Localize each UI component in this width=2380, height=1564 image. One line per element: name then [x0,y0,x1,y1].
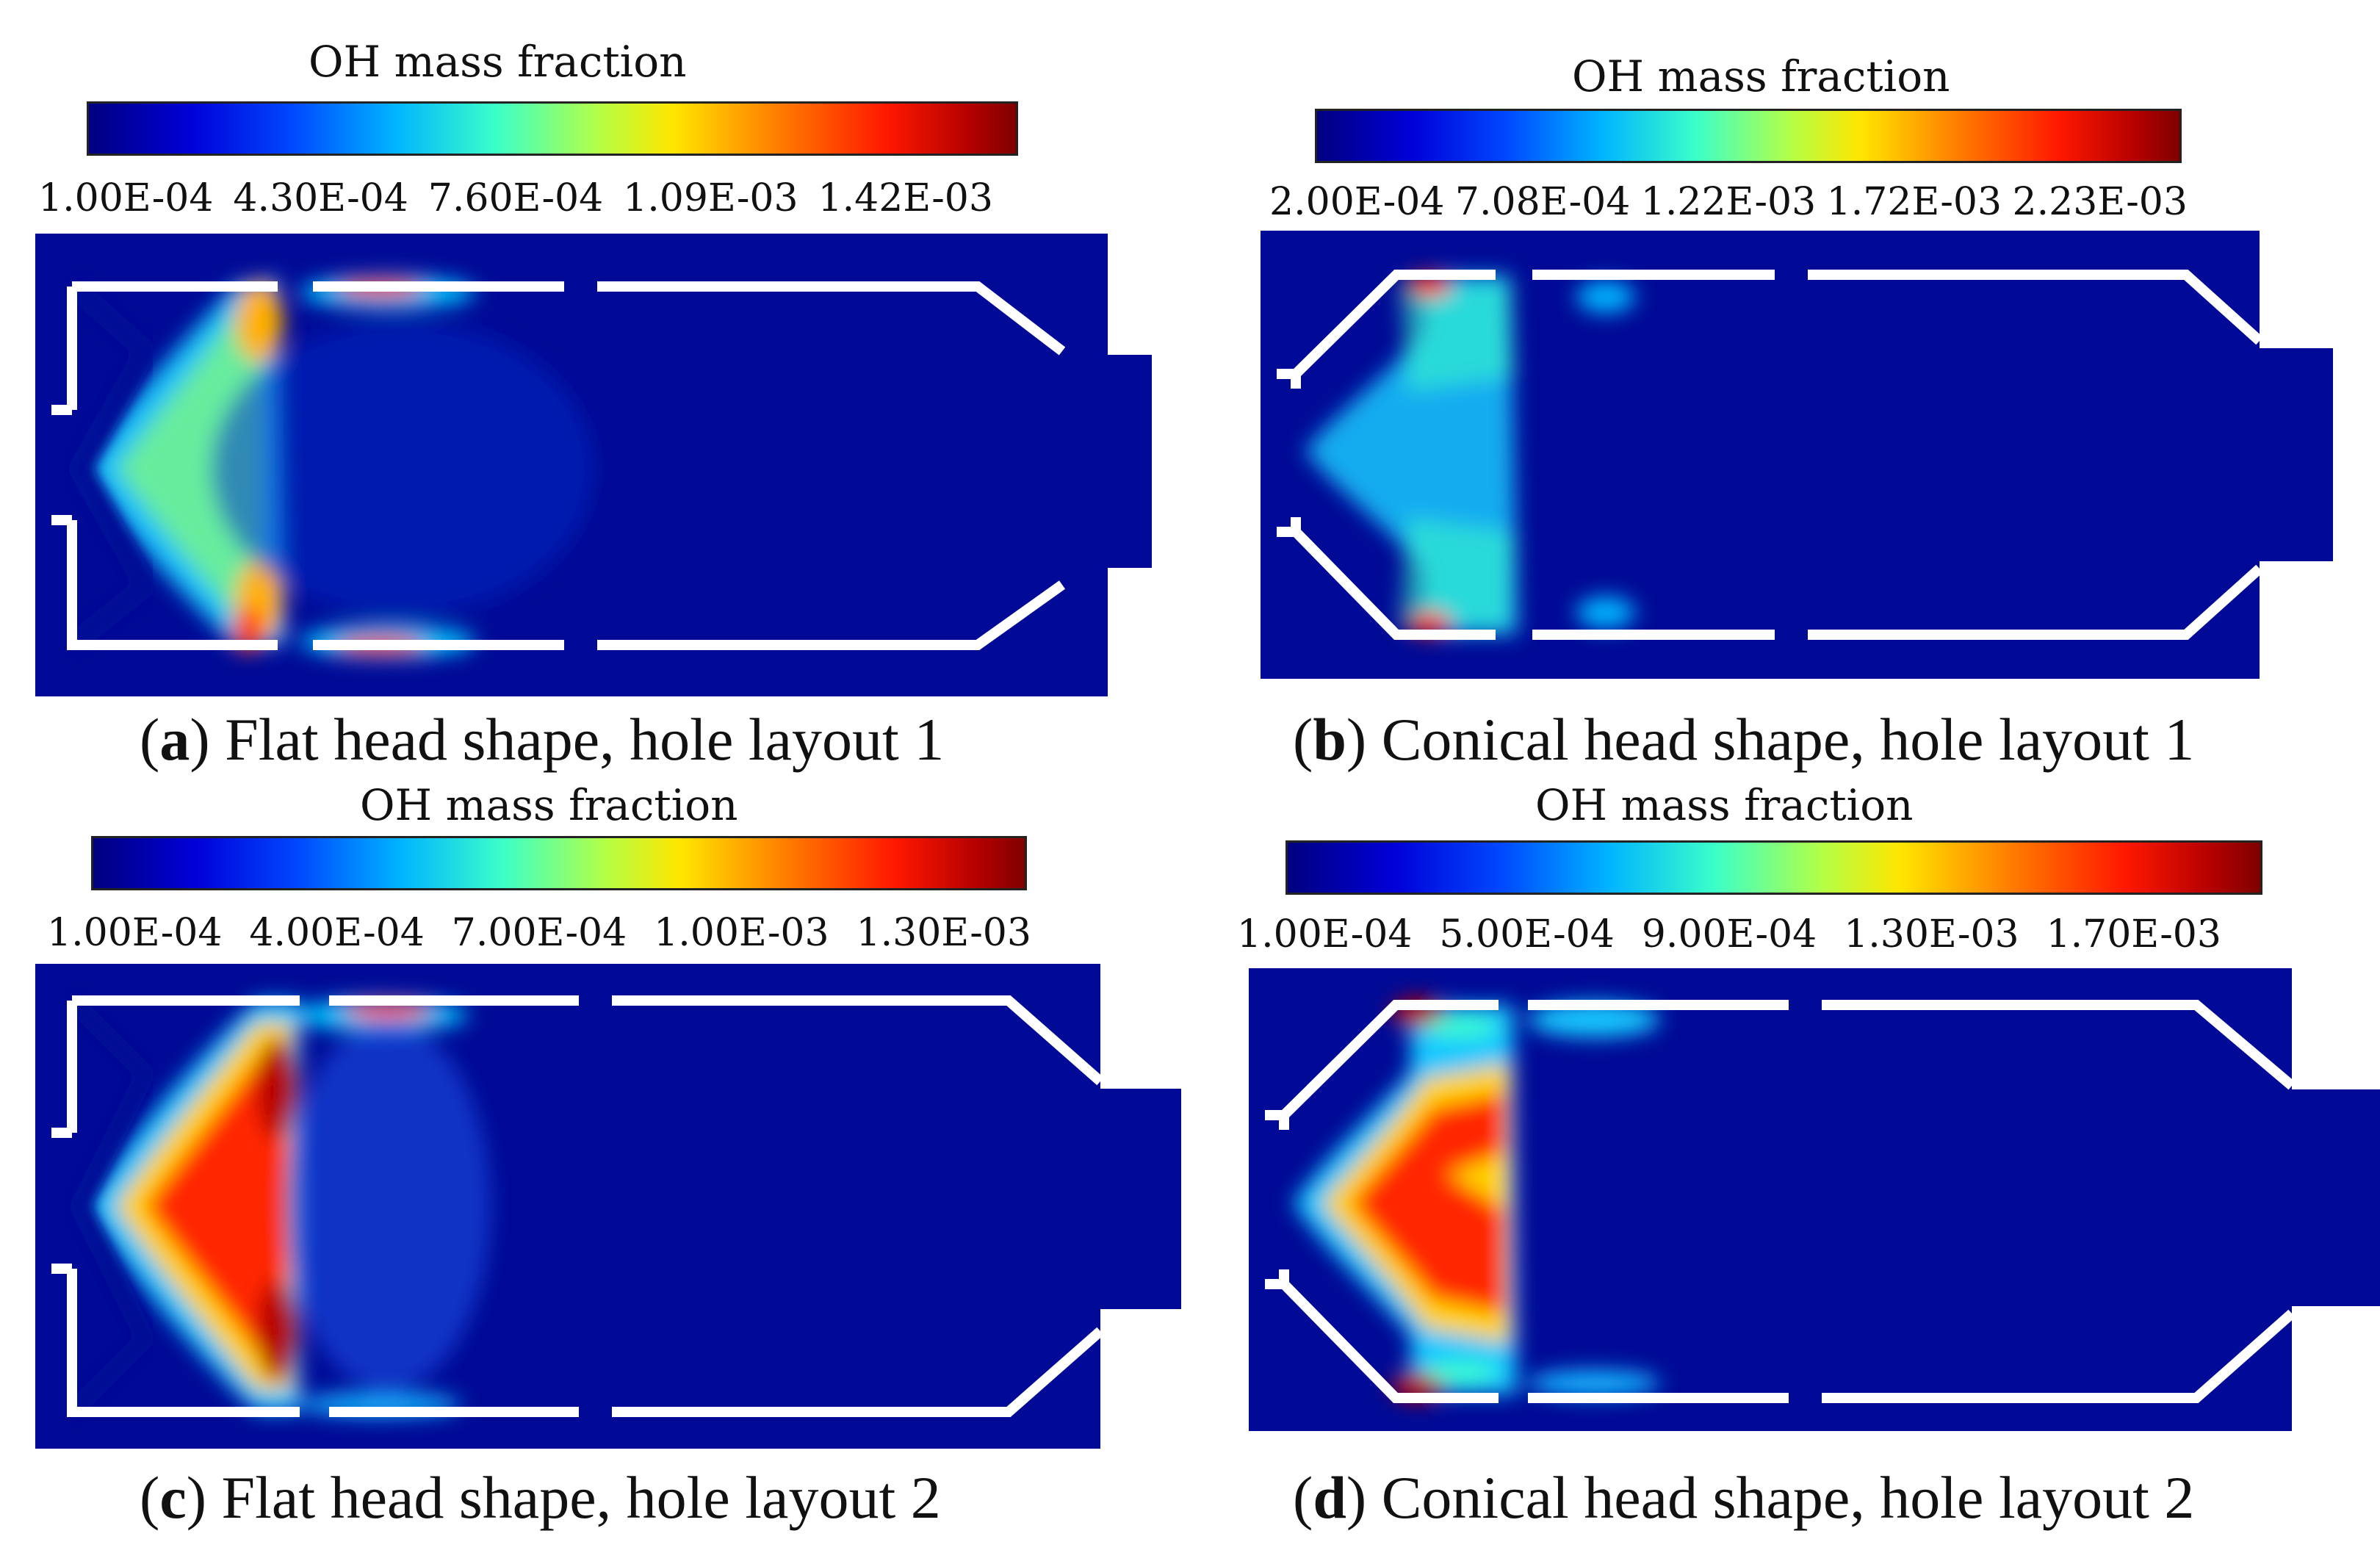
panel-a: OH mass fraction 1.00E-04 4.30E-04 7.60E… [29,22,1205,793]
tick-label: 2.00E-04 [1269,180,1445,224]
colorbar-ticks: 2.00E-04 7.08E-04 1.22E-03 1.72E-03 2.23… [1269,180,2188,224]
tick-label: 1.00E-04 [47,911,223,955]
colorbar-gradient [87,101,1018,156]
caption-text: Flat head shape, hole layout 1 [225,706,945,773]
colorbar-gradient [91,836,1027,890]
tick-label: 9.00E-04 [1641,912,1817,956]
panel-caption: (b) Conical head shape, hole layout 1 [1293,706,2195,773]
tick-label: 7.60E-04 [428,176,604,220]
colorbar-title: OH mass fraction [1535,780,1914,830]
oh-contour-plot [1249,968,2380,1431]
tick-label: 1.00E-04 [38,176,214,220]
tick-label: 1.22E-03 [1640,180,1817,224]
oh-contour-plot [35,234,1152,696]
tick-label: 1.30E-03 [1844,912,2019,956]
combustor-wall [1265,1000,2296,1403]
tick-label: 1.30E-03 [856,911,1031,955]
tick-label: 7.00E-04 [451,911,627,955]
tick-label: 1.72E-03 [1826,180,2002,224]
colorbar-gradient [1315,109,2182,163]
panel-caption: (d) Conical head shape, hole layout 2 [1293,1464,2195,1531]
oh-contour-plot [35,964,1181,1449]
tick-label: 4.30E-04 [233,176,408,220]
panel-d: OH mass fraction 1.00E-04 5.00E-04 9.00E… [1205,780,2380,1552]
colorbar-gradient [1285,840,2262,895]
tick-label: 5.00E-04 [1439,912,1615,956]
panel-c: OH mass fraction 1.00E-04 4.00E-04 7.00E… [29,780,1205,1552]
colorbar-title: OH mass fraction [1572,51,1950,101]
caption-text: Conical head shape, hole layout 1 [1381,706,2195,773]
colorbar-ticks: 1.00E-04 4.00E-04 7.00E-04 1.00E-03 1.30… [47,911,1031,955]
colorbar-title: OH mass fraction [360,780,738,830]
tick-label: 1.00E-04 [1237,912,1413,956]
caption-text: Flat head shape, hole layout 2 [221,1464,941,1531]
caption-text: Conical head shape, hole layout 2 [1381,1464,2195,1531]
tick-label: 4.00E-04 [249,911,425,955]
caption-letter: c [159,1464,187,1531]
tick-label: 1.70E-03 [2046,912,2221,956]
colorbar-title: OH mass fraction [309,37,687,87]
tick-label: 1.09E-03 [623,176,798,220]
tick-label: 1.00E-03 [654,911,829,955]
caption-letter: a [159,706,190,773]
colorbar-ticks: 1.00E-04 4.30E-04 7.60E-04 1.09E-03 1.42… [38,176,993,220]
panel-caption: (a) Flat head shape, hole layout 1 [140,706,945,773]
panel-b: OH mass fraction 2.00E-04 7.08E-04 1.22E… [1205,22,2380,793]
tick-label: 1.42E-03 [818,176,993,220]
caption-letter: b [1313,706,1346,773]
oh-contour-plot [1261,231,2333,679]
caption-letter: d [1313,1464,1346,1531]
combustor-wall [51,995,1104,1417]
combustor-wall [51,281,1066,650]
tick-label: 7.08E-04 [1454,180,1631,224]
tick-label: 2.23E-03 [2012,180,2188,224]
panel-caption: (c) Flat head shape, hole layout 2 [140,1464,941,1531]
colorbar-ticks: 1.00E-04 5.00E-04 9.00E-04 1.30E-03 1.70… [1237,912,2221,956]
combustor-wall [1277,270,2263,640]
